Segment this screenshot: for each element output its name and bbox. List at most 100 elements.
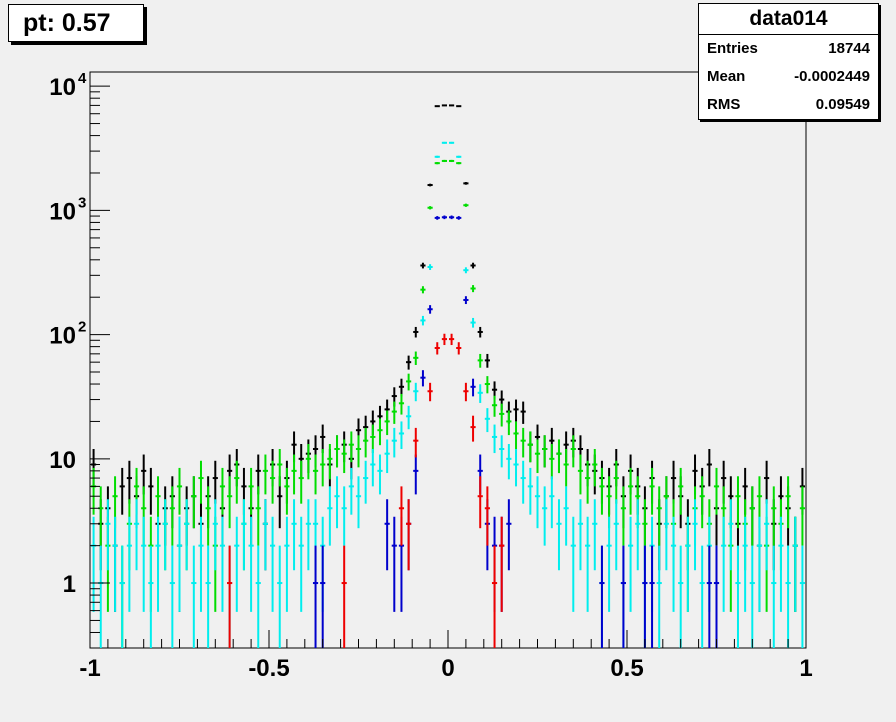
data-point <box>298 516 304 612</box>
data-point <box>463 203 469 207</box>
data-point <box>341 545 347 648</box>
data-point <box>764 499 770 571</box>
data-point <box>320 545 326 648</box>
data-point <box>176 467 183 515</box>
data-point <box>449 333 455 346</box>
data-point <box>556 499 562 571</box>
data-point <box>749 486 755 546</box>
data-point <box>699 476 705 529</box>
data-point <box>484 408 490 433</box>
data-point <box>606 516 612 612</box>
data-point <box>527 431 533 463</box>
data-point <box>570 435 576 468</box>
data-point <box>799 486 805 546</box>
data-point <box>449 141 455 144</box>
data-point <box>434 105 440 108</box>
data-point <box>477 353 483 368</box>
data-point <box>398 393 405 415</box>
data-point <box>620 545 626 648</box>
data-point <box>441 215 447 220</box>
data-point <box>728 499 734 571</box>
data-point <box>398 486 405 546</box>
data-point <box>477 384 483 403</box>
data-point <box>420 315 426 326</box>
data-point <box>334 476 340 529</box>
data-point <box>305 443 311 480</box>
data-point <box>355 435 362 468</box>
data-point <box>628 516 634 612</box>
data-point <box>549 476 555 529</box>
data-point <box>427 206 433 210</box>
data-point <box>563 486 569 546</box>
data-point <box>570 516 576 612</box>
data-point <box>205 545 211 648</box>
data-point <box>169 545 175 648</box>
data-point <box>377 454 383 495</box>
y-tick-label: 10 <box>49 447 76 474</box>
data-point <box>191 476 197 529</box>
data-point <box>255 486 261 546</box>
data-point <box>277 545 283 648</box>
data-point <box>456 162 462 165</box>
data-point <box>678 545 684 648</box>
data-point <box>434 162 440 165</box>
y-tick-label: 1 <box>63 571 76 598</box>
data-point <box>184 499 190 571</box>
data-point <box>148 545 154 648</box>
data-point <box>549 443 555 480</box>
data-point <box>506 499 512 571</box>
data-point <box>406 405 412 430</box>
x-tick-label: 0 <box>441 655 454 682</box>
y-tick-exponent: 3 <box>78 194 86 211</box>
data-point <box>713 467 720 515</box>
data-point <box>406 373 412 391</box>
data-point <box>198 460 204 504</box>
data-point <box>449 159 455 163</box>
series-layer <box>91 104 805 648</box>
data-point <box>427 264 433 270</box>
data-point <box>542 486 548 546</box>
data-point <box>513 448 519 487</box>
data-point <box>119 467 125 515</box>
data-point <box>542 435 548 468</box>
data-point <box>456 216 462 220</box>
data-point <box>341 486 347 546</box>
data-point <box>413 326 419 338</box>
data-point <box>427 183 433 187</box>
data-point <box>735 476 741 529</box>
stats-row-entries: Entries 18744 <box>699 35 878 63</box>
data-point <box>670 460 677 504</box>
data-point <box>685 516 691 612</box>
data-point <box>277 448 283 487</box>
data-point <box>792 516 798 612</box>
plot-frame <box>89 71 807 649</box>
data-point <box>391 401 397 424</box>
data-point <box>434 216 440 220</box>
data-point <box>162 499 168 571</box>
y-tick-label: 10 <box>49 323 76 350</box>
x-tick-label: 1 <box>799 655 812 682</box>
data-point <box>406 499 412 571</box>
stats-row-mean: Mean -0.0002449 <box>699 63 878 91</box>
data-point <box>735 545 741 648</box>
data-point <box>241 499 247 571</box>
data-point <box>470 262 476 269</box>
data-point <box>377 418 383 446</box>
data-point <box>155 516 161 612</box>
data-point <box>463 382 469 402</box>
data-point <box>642 545 648 648</box>
x-tick-label: -1 <box>79 655 100 682</box>
data-point <box>484 353 490 368</box>
y-tick-label: 10 <box>49 74 76 101</box>
data-point <box>427 305 433 314</box>
data-point <box>348 431 354 463</box>
data-point <box>456 105 462 108</box>
data-point <box>169 486 175 546</box>
data-point <box>470 415 476 442</box>
data-point <box>384 499 390 571</box>
data-point <box>620 486 626 546</box>
data-point <box>284 467 290 515</box>
chart-title: pt: 0.57 <box>8 4 144 42</box>
data-point <box>348 467 354 515</box>
